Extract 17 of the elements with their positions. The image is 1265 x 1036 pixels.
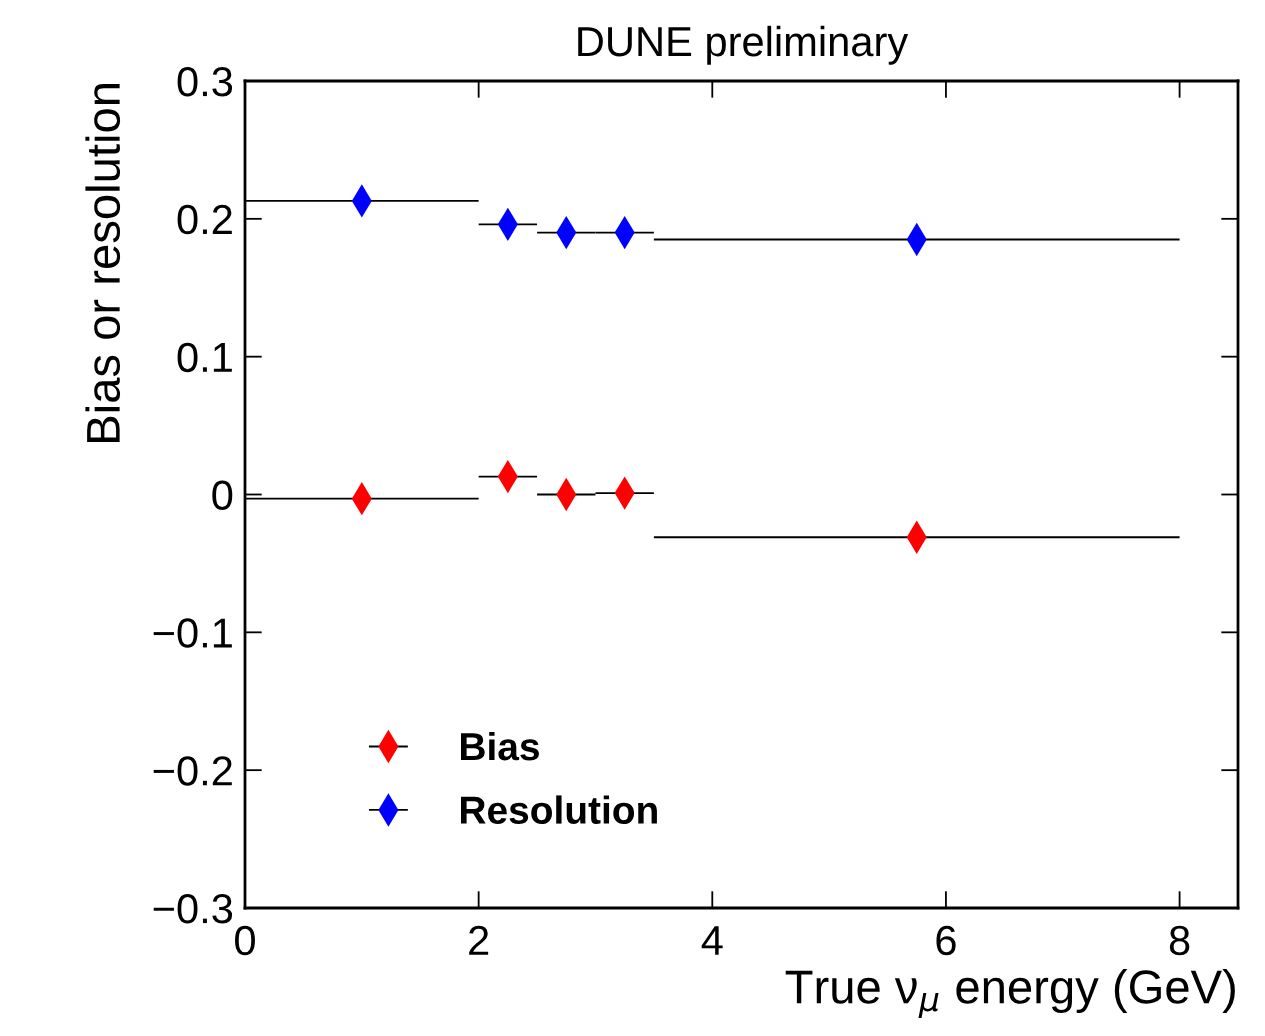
y-tick-label: 0 [212,480,233,511]
chart-title: DUNE preliminary [578,25,909,65]
y-axis-title: Bias or resolution [85,84,121,442]
x-axis-title: True ν$_{μ}$ energy (GeV) [785,969,1235,1018]
x-tick-label: 6 [936,925,956,956]
y-tick-label: −0.1 [153,618,232,648]
y-tick-label: −0.2 [153,756,232,786]
y-tick-label: 0.1 [177,342,232,373]
x-tick-label: 4 [701,926,723,955]
y-tick-label: −0.3 [153,894,233,924]
x-tick-label: 8 [1169,925,1190,956]
legend-label: Resolution [461,795,657,824]
x-tick-label: 2 [469,925,489,955]
legend-label: Bias [461,731,539,761]
y-tick-label: 0.3 [177,67,233,97]
y-tick-label: 0.2 [177,204,232,235]
x-tick-label: 0 [235,925,255,956]
